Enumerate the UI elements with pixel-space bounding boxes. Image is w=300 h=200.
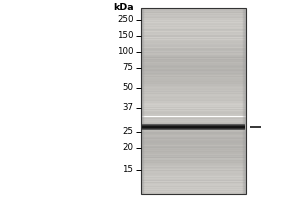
- Text: 75: 75: [122, 64, 134, 72]
- Bar: [141, 8, 246, 194]
- Text: 37: 37: [122, 104, 134, 112]
- Text: 250: 250: [117, 16, 134, 24]
- Text: 25: 25: [122, 128, 134, 136]
- Text: kDa: kDa: [113, 3, 134, 12]
- Text: 20: 20: [122, 144, 134, 152]
- Text: 150: 150: [117, 31, 134, 40]
- Text: 15: 15: [122, 166, 134, 174]
- Text: 100: 100: [117, 47, 134, 56]
- Text: 50: 50: [122, 84, 134, 92]
